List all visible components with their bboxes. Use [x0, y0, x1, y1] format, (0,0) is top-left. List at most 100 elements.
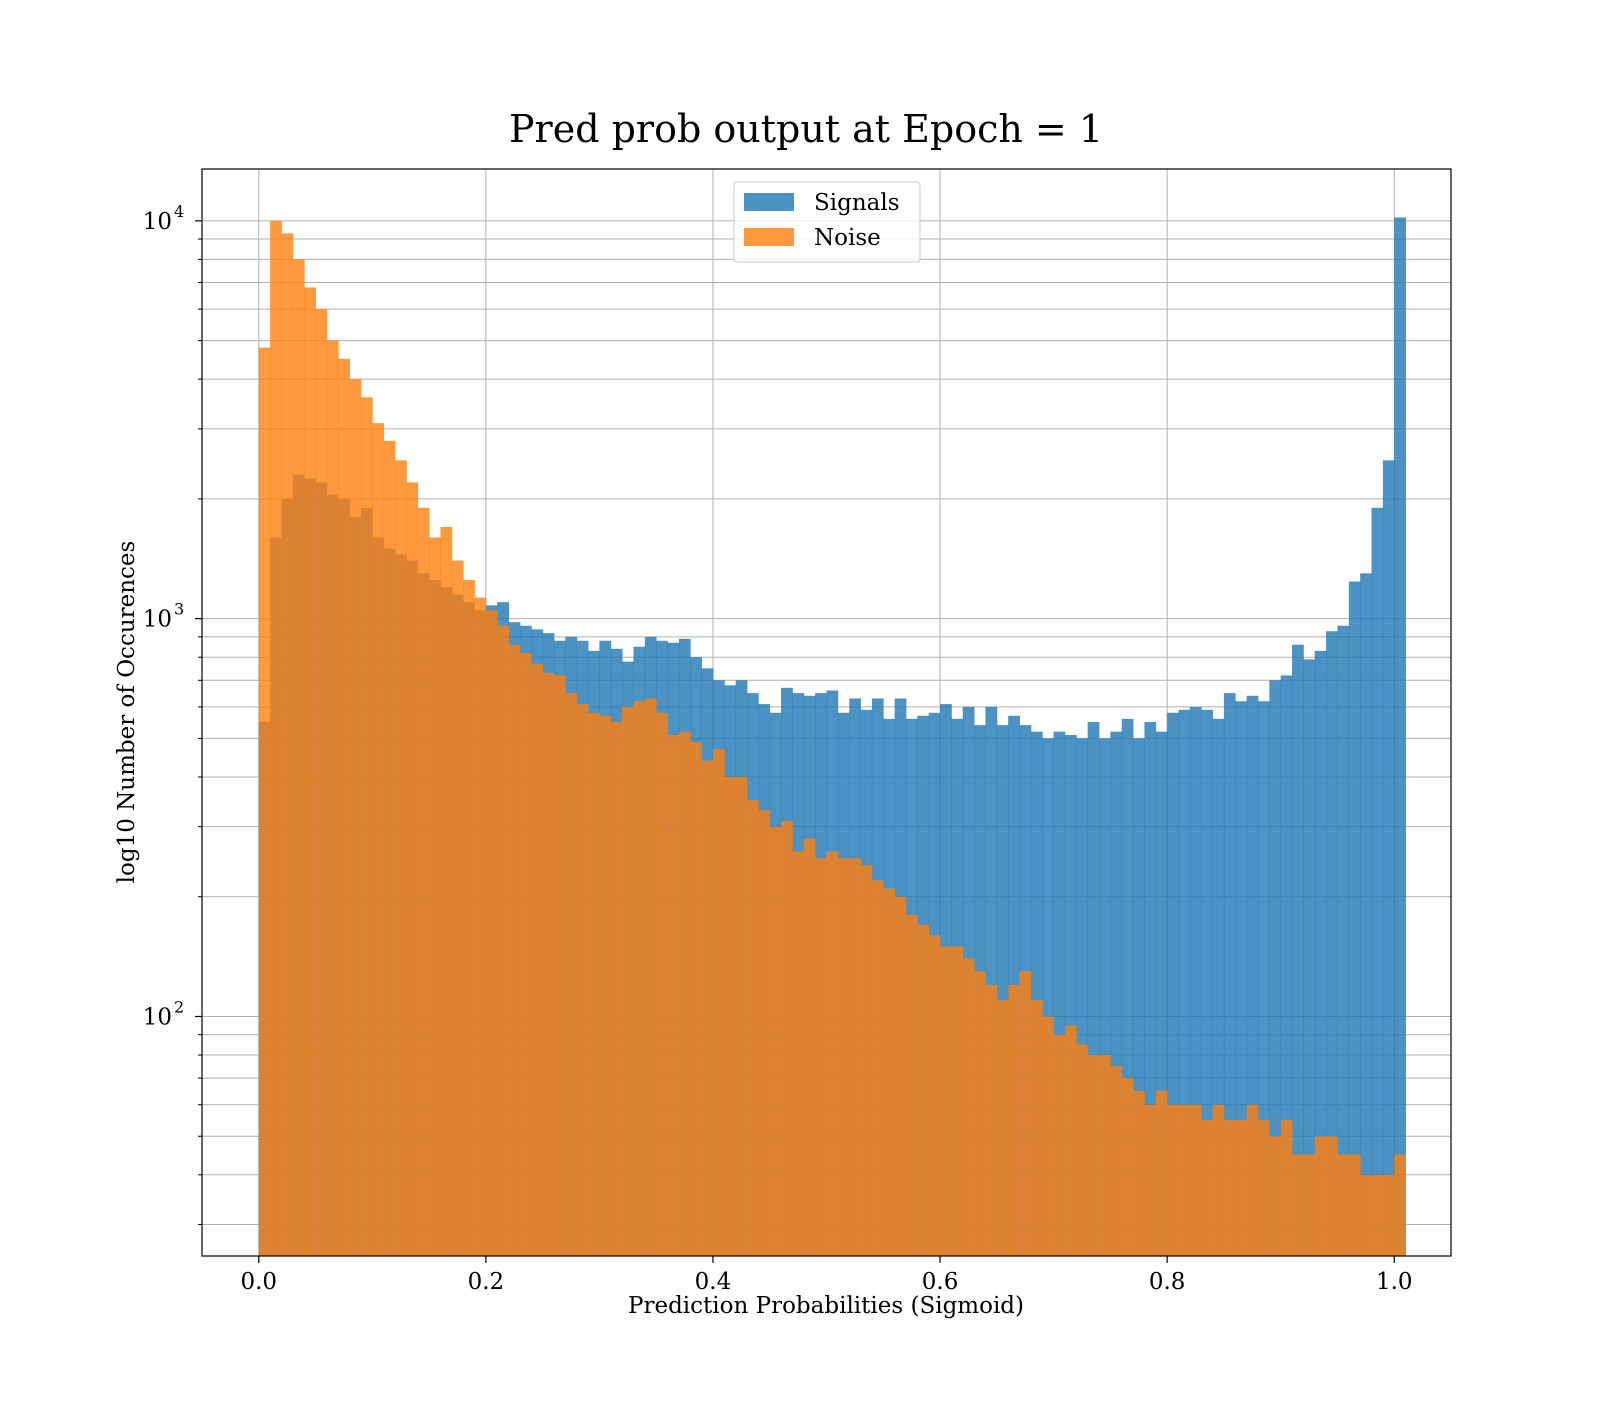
bar-noise [1201, 1119, 1213, 1256]
bar-noise [383, 440, 396, 1256]
bar-noise [599, 715, 612, 1256]
bar-noise [270, 220, 282, 1256]
bar-noise [815, 858, 827, 1256]
bar-noise [553, 675, 566, 1256]
bar-noise [849, 858, 861, 1256]
bar-noise [724, 776, 737, 1256]
bar-noise [1360, 1174, 1372, 1256]
bar-noise [1257, 1119, 1270, 1256]
bar-noise [519, 652, 532, 1256]
bar-noise [1144, 1104, 1157, 1256]
bar-noise [1087, 1055, 1100, 1256]
bar-noise [1099, 1055, 1111, 1256]
x-axis-label: Prediction Probabilities (Sigmoid) [628, 1293, 1024, 1319]
bar-noise [1019, 971, 1032, 1256]
y-tick-exponent: 3 [174, 600, 184, 619]
bar-noise [1280, 1119, 1293, 1256]
bar-noise [406, 482, 419, 1256]
bar-noise [417, 507, 430, 1256]
bar-signals [1292, 644, 1304, 1256]
bar-noise [917, 924, 930, 1256]
bar-noise [883, 888, 896, 1256]
x-tick-label: 0.6 [922, 1269, 959, 1295]
bar-noise [803, 838, 816, 1256]
bar-signals [1257, 701, 1270, 1256]
bar-noise [1394, 1154, 1406, 1256]
bar-noise [1246, 1104, 1259, 1256]
bar-signals [1030, 731, 1043, 1256]
y-tick-exponent: 2 [174, 997, 184, 1016]
legend-label-signals: Signals [814, 190, 900, 216]
bar-noise [304, 287, 316, 1256]
bar-noise [633, 701, 646, 1256]
bar-noise [622, 706, 634, 1256]
bar-noise [1076, 1044, 1089, 1256]
bar-noise [1348, 1154, 1361, 1256]
bar-noise [1167, 1104, 1179, 1256]
bar-noise [463, 580, 475, 1256]
bar-noise [395, 460, 407, 1256]
bar-noise [781, 821, 793, 1256]
bar-noise [1030, 1000, 1043, 1256]
bar-signals [1235, 701, 1248, 1256]
bar-noise [1053, 1034, 1066, 1256]
bar-noise [769, 826, 782, 1256]
bar-noise [826, 851, 839, 1256]
bar-signals [1269, 680, 1282, 1256]
bar-noise [701, 760, 714, 1256]
bar-signals [1394, 217, 1406, 1257]
bar-noise [610, 721, 623, 1256]
bar-noise [1235, 1119, 1248, 1256]
bar-noise [940, 946, 952, 1256]
legend: Signals Noise [733, 181, 921, 263]
bar-noise [905, 914, 918, 1256]
bar-noise [792, 851, 805, 1256]
bar-noise [996, 1000, 1009, 1256]
bar-noise [429, 537, 441, 1256]
bar-signals [1110, 731, 1123, 1256]
axes-frame [201, 168, 1452, 1257]
legend-label-noise: Noise [814, 225, 881, 251]
bar-signals [1212, 718, 1225, 1256]
bar-noise [985, 984, 998, 1256]
bar-noise [1064, 1025, 1077, 1256]
bar-noise [508, 644, 521, 1256]
bar-noise [747, 800, 759, 1256]
bar-signals [1348, 581, 1361, 1256]
bar-noise [315, 309, 328, 1257]
bar-noise [1133, 1090, 1145, 1256]
y-axis-label: log10 Number of Occurences [114, 541, 140, 884]
bar-signals [1337, 625, 1350, 1256]
bar-signals [1064, 735, 1077, 1256]
bar-noise [1223, 1119, 1236, 1256]
bar-noise [565, 693, 578, 1256]
bar-noise [1155, 1090, 1168, 1256]
bar-noise [735, 776, 748, 1256]
bar-signals [1155, 731, 1168, 1256]
bar-signals [1133, 738, 1145, 1256]
bar-signals [1360, 573, 1372, 1256]
y-tick-label: 10 [143, 1004, 172, 1030]
bar-signals [1280, 675, 1293, 1256]
bar-noise [1382, 1174, 1395, 1256]
bar-noise [837, 858, 850, 1256]
bar-signals [1246, 695, 1259, 1256]
bar-noise [1189, 1104, 1202, 1256]
bar-noise [712, 749, 725, 1256]
bar-noise [644, 698, 657, 1256]
bar-signals [1371, 507, 1384, 1256]
bar-noise [928, 935, 941, 1256]
bar-signals [1053, 731, 1066, 1256]
bar-signals [1189, 706, 1202, 1256]
chart-title: Pred prob output at Epoch = 1 [509, 107, 1103, 151]
bar-noise [894, 896, 907, 1256]
bar-noise [1314, 1136, 1327, 1256]
bar-signals [985, 706, 998, 1256]
bar-noise [531, 663, 544, 1256]
bar-noise [667, 735, 680, 1256]
bar-noise [1212, 1104, 1225, 1256]
bar-signals [1326, 631, 1338, 1256]
bar-noise [951, 946, 964, 1256]
